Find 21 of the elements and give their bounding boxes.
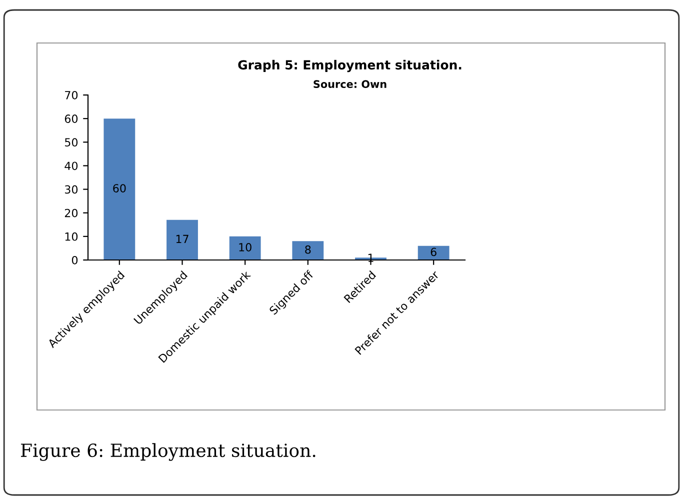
bar [418,246,450,260]
y-tick-label: 0 [72,256,78,264]
data-label: 6 [430,248,436,256]
chart-title: Graph 5: Employment situation. [238,60,462,72]
bar [104,118,136,260]
bar [292,241,324,260]
data-label: 10 [239,243,252,252]
y-tick-label: 50 [64,138,78,147]
bar [166,220,198,260]
bar [229,236,261,260]
data-label: 8 [305,245,311,254]
chart-subtitle: Source: Own [314,80,386,88]
y-tick-label: 20 [64,208,78,218]
data-label: 17 [176,234,188,244]
y-tick-label: 40 [64,162,78,170]
y-tick-label: 10 [65,232,78,241]
y-tick-label: 60 [64,114,78,123]
caption: Figure 6: Employment situation. [20,443,316,461]
y-tick-label: 70 [65,90,78,100]
y-tick-label: 30 [64,185,78,194]
data-label: 60 [113,184,126,193]
